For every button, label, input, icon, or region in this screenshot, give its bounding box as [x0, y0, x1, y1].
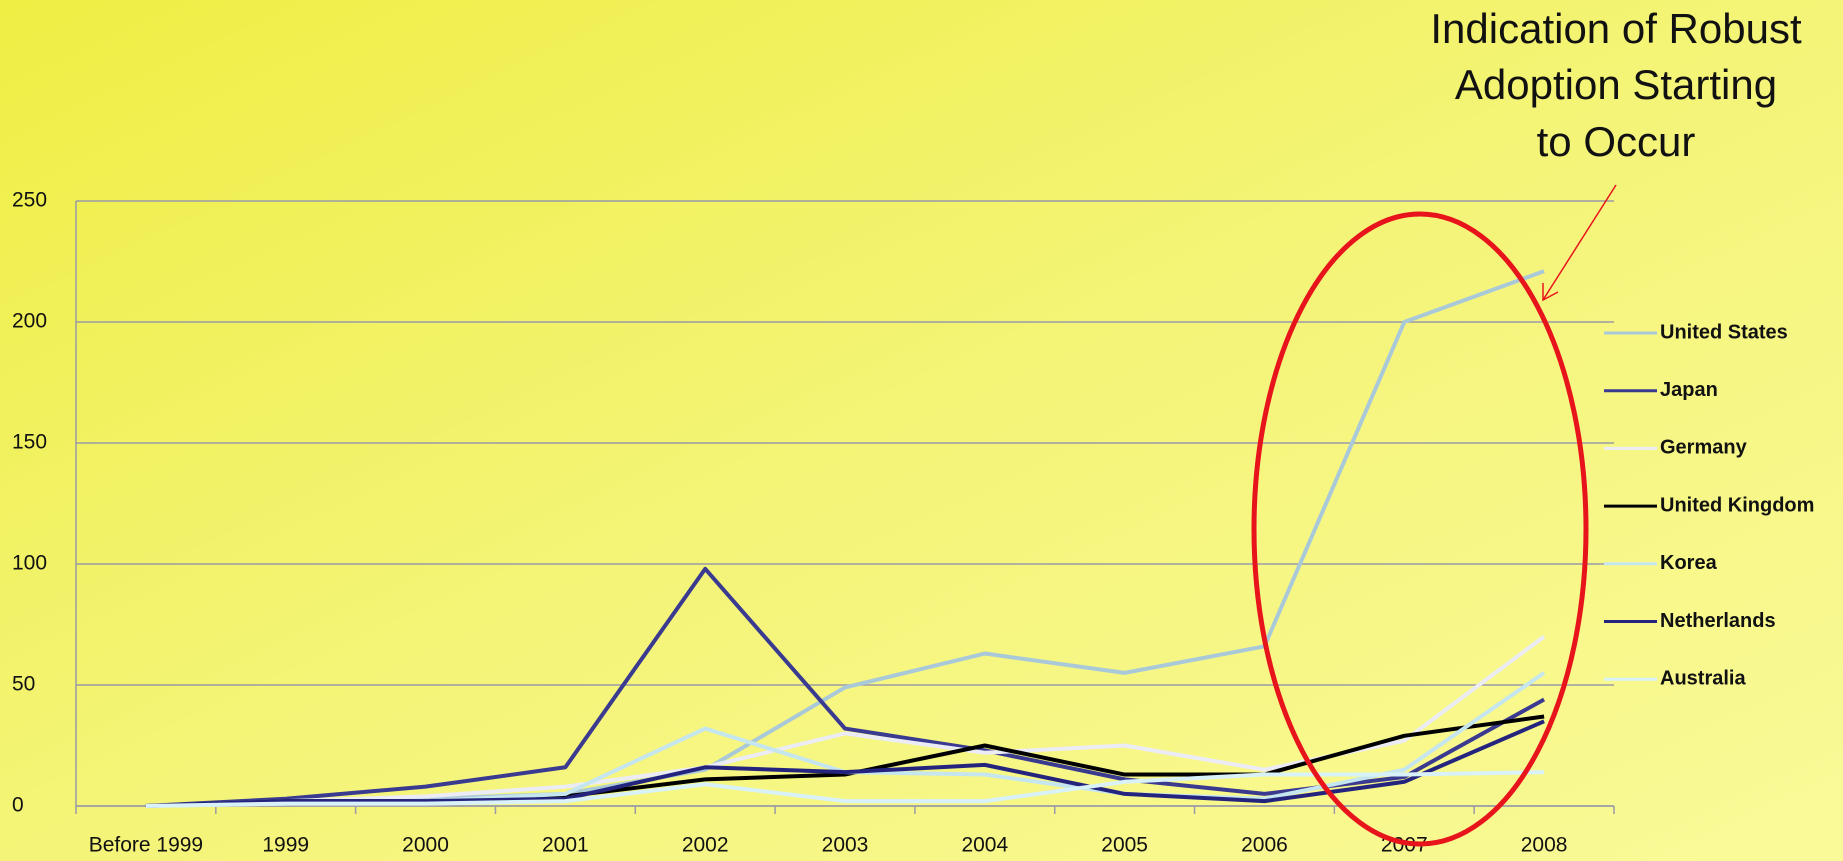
legend-label: Germany [1660, 437, 1748, 459]
series-line [145, 719, 1545, 808]
highlight-ellipse [1251, 211, 1589, 847]
y-tick-label: 150 [12, 431, 47, 454]
legend-label: Netherlands [1660, 610, 1776, 632]
x-tick-label: 2003 [822, 834, 869, 857]
y-tick-label: 0 [12, 794, 24, 817]
arrow-head [1542, 283, 1559, 302]
legend-label: Australia [1660, 667, 1746, 689]
legend-label: United Kingdom [1660, 494, 1814, 516]
annotation: to Occur [1537, 118, 1696, 165]
x-tick-label: 2000 [402, 834, 449, 857]
y-tick-label: 200 [12, 310, 47, 333]
series-line [145, 770, 1545, 808]
y-tick-label: 100 [12, 552, 47, 575]
x-tick-label: 2002 [682, 834, 729, 857]
x-tick-label: 1999 [262, 834, 309, 857]
arrow [1542, 184, 1617, 301]
annotation: Indication of Robust [1430, 5, 1802, 52]
x-tick-label: 2005 [1101, 834, 1148, 857]
x-tick-label: 2001 [542, 834, 589, 857]
y-tick-label: 250 [12, 189, 47, 212]
legend-label: United States [1660, 321, 1788, 343]
legend-label: Korea [1660, 552, 1718, 574]
y-tick-label: 50 [12, 673, 35, 696]
x-tick-label: 2008 [1521, 834, 1568, 857]
x-tick-label: 2006 [1241, 834, 1288, 857]
legend-label: Japan [1660, 379, 1718, 401]
x-tick-label: Before 1999 [89, 834, 203, 857]
annotation: Adoption Starting [1455, 61, 1777, 108]
x-tick-label: 2004 [961, 834, 1008, 857]
